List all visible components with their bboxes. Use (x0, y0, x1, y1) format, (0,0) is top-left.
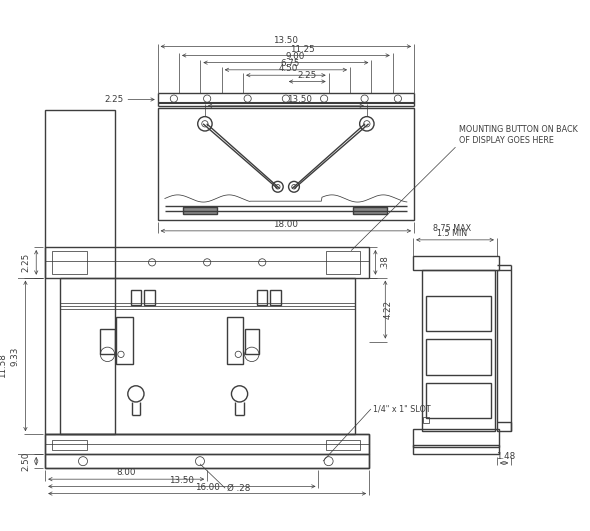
Bar (413, 256, 499, 270)
Text: 9.33: 9.33 (10, 346, 19, 366)
Bar (53, 440, 87, 450)
Bar (53, 251, 87, 274)
Text: .38: .38 (380, 255, 389, 269)
Text: 18.00: 18.00 (273, 220, 299, 229)
Text: 1.5 MIN: 1.5 MIN (437, 229, 467, 238)
Bar (131, 290, 142, 305)
Text: 2.25: 2.25 (297, 71, 317, 80)
Bar (326, 440, 360, 450)
Text: 2.25: 2.25 (21, 253, 30, 272)
Bar (423, 417, 430, 423)
Bar (45, 434, 369, 468)
Bar (45, 434, 369, 454)
Bar (326, 251, 360, 274)
Text: 2.25: 2.25 (104, 95, 123, 104)
Bar (100, 329, 114, 354)
Text: 8.00: 8.00 (116, 468, 136, 477)
Bar (60, 278, 355, 434)
Text: 6.75: 6.75 (281, 59, 300, 68)
Text: 4.22: 4.22 (384, 300, 392, 319)
Bar (158, 108, 414, 220)
Bar (116, 317, 133, 364)
Bar (257, 290, 267, 305)
Bar (426, 382, 491, 418)
Text: 13.50: 13.50 (169, 476, 194, 485)
Bar (413, 445, 499, 454)
Text: 9.00: 9.00 (285, 52, 304, 61)
Text: 13.50: 13.50 (287, 95, 312, 104)
Bar (144, 290, 155, 305)
Text: 1.48: 1.48 (496, 452, 516, 461)
Text: 13.50: 13.50 (273, 36, 299, 45)
Bar (413, 429, 499, 447)
Text: 16.00: 16.00 (195, 483, 219, 492)
Bar (45, 110, 116, 434)
Bar (45, 454, 369, 468)
Text: 11.58: 11.58 (0, 353, 6, 378)
Text: Ø .28: Ø .28 (227, 484, 250, 493)
Bar (45, 247, 369, 278)
Bar (422, 270, 495, 431)
Bar (245, 329, 259, 354)
Bar (183, 207, 217, 214)
Bar (353, 207, 387, 214)
Text: 8.75 MAX: 8.75 MAX (433, 224, 471, 233)
Text: 4.50: 4.50 (279, 64, 299, 73)
Bar (227, 317, 243, 364)
Text: 1/4" x 1" SLOT: 1/4" x 1" SLOT (373, 405, 430, 414)
Text: MOUNTING BUTTON ON BACK
OF DISPLAY GOES HERE: MOUNTING BUTTON ON BACK OF DISPLAY GOES … (459, 125, 578, 145)
Bar (426, 339, 491, 374)
Text: 11.25: 11.25 (290, 45, 314, 54)
Text: 2.50: 2.50 (21, 451, 30, 471)
Bar (270, 290, 281, 305)
Bar (497, 270, 512, 431)
Bar (426, 296, 491, 331)
